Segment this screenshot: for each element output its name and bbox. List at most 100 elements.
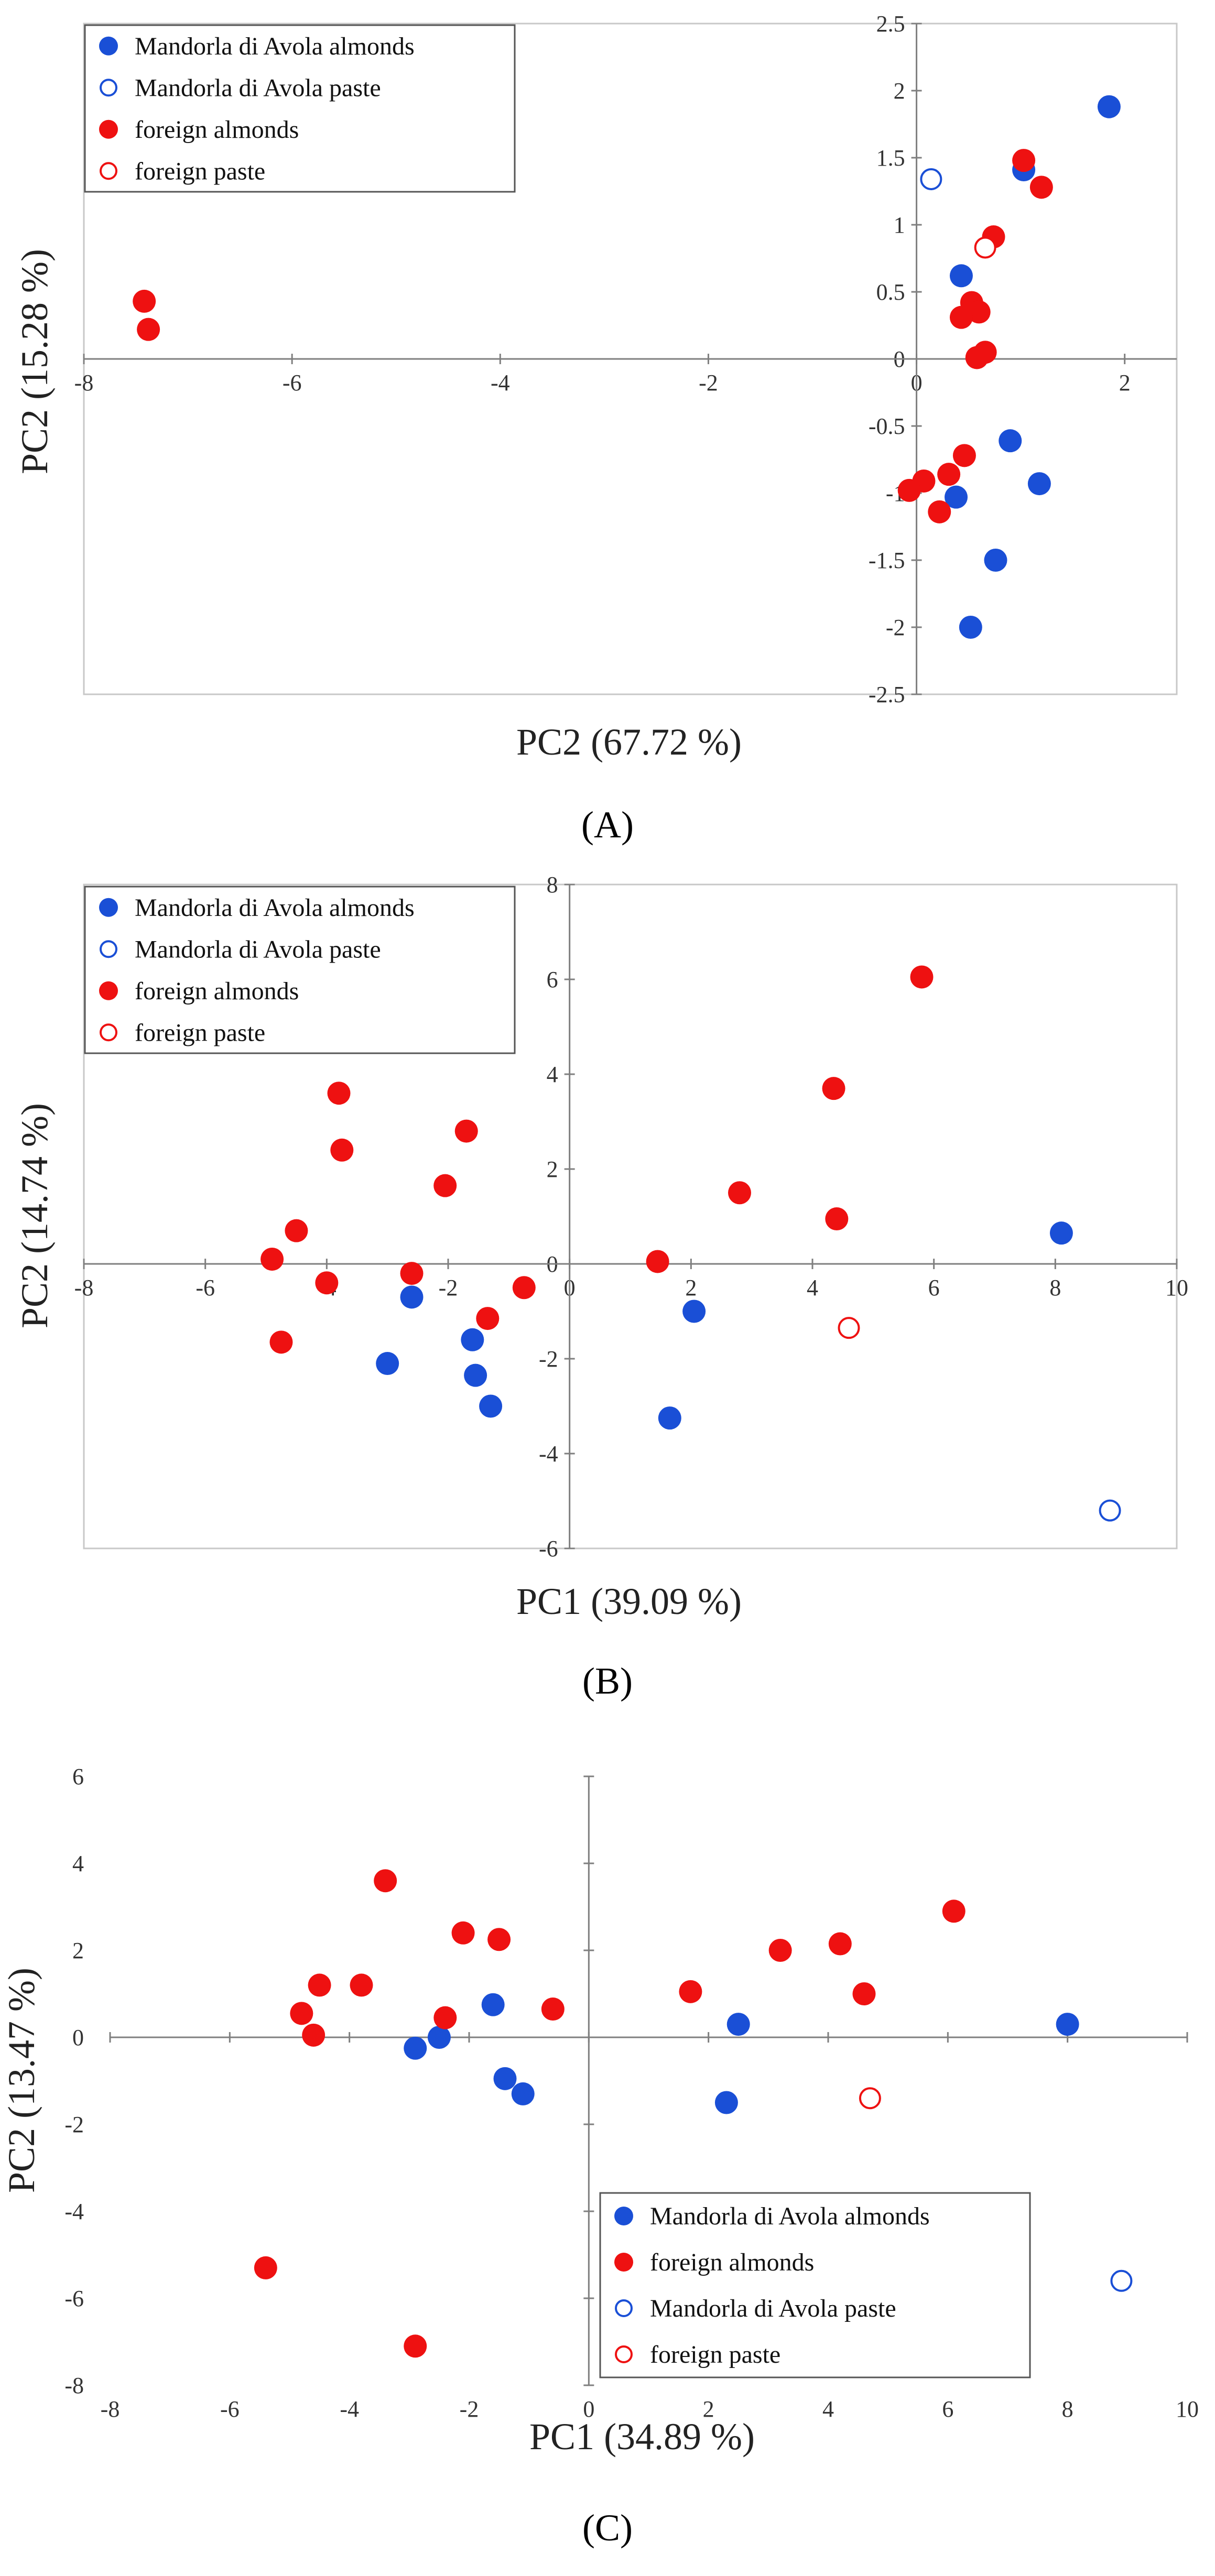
y-tick-label: -4 (64, 2199, 84, 2224)
x-tick-label: 6 (942, 2396, 953, 2422)
data-point-avola-paste (1110, 2269, 1133, 2292)
y-tick-label: 4 (72, 1851, 84, 1876)
x-tick-label: 8 (1062, 2396, 1073, 2422)
x-tick-label: 4 (822, 2396, 834, 2422)
x-tick-label: 6 (928, 1275, 940, 1301)
legend-label: Mandorla di Avola paste (135, 935, 381, 963)
legend-label: Mandorla di Avola paste (650, 2295, 896, 2322)
legend-label: foreign almonds (135, 977, 299, 1005)
data-point-avola-almonds (999, 429, 1022, 453)
y-tick-label: -6 (64, 2286, 84, 2311)
data-point-foreign-almonds (269, 1330, 293, 1354)
panel-a-chart: -8-6-4-202-2.5-2-1.5-1-0.500.511.522.5 M… (14, 11, 1178, 846)
y-tick-label: 1 (894, 212, 905, 238)
data-point-foreign-almonds (937, 463, 961, 486)
panel-c-axes (110, 1776, 1187, 2385)
data-point-foreign-almonds (967, 300, 991, 324)
y-tick-label: 0 (72, 2025, 84, 2050)
panel-c-chart: -8 -6 -4 -2 0 2 4 6 8 10 -8 -6 -4 -2 0 2 4 6 Mandorla di … (1, 1764, 1199, 2549)
data-point-foreign-almonds (302, 2023, 326, 2047)
legend-box (84, 24, 516, 193)
data-point-foreign-almonds (825, 1207, 849, 1231)
y-tick-label: 2 (72, 1938, 84, 1963)
legend-label: foreign almonds (135, 116, 299, 144)
legend-box (599, 2192, 1031, 2378)
legend-marker-avola-paste (100, 940, 117, 958)
data-point-avola-almonds (481, 1993, 505, 2016)
panel-a-x-axis-title: PC2 (67.72 %) (516, 721, 742, 763)
data-point-avola-almonds (714, 2091, 738, 2114)
legend-marker-foreign-paste (615, 2345, 633, 2363)
data-point-foreign-almonds (822, 1077, 845, 1100)
x-tick-label: 10 (1165, 1275, 1188, 1301)
x-tick-label: -6 (283, 370, 302, 396)
data-point-avola-almonds (945, 485, 968, 509)
panel-c-points (254, 1869, 1133, 2358)
data-point-foreign-almonds (290, 2002, 313, 2025)
panel-b-y-axis-title: PC2 (14.74 %) (14, 1103, 56, 1328)
legend-label: Mandorla di Avola almonds (135, 894, 415, 922)
panel-c-legend: Mandorla di Avola almonds foreign almonds… (599, 2192, 1031, 2378)
data-point-foreign-paste (974, 236, 996, 259)
x-tick-label: -8 (74, 1275, 94, 1301)
data-point-foreign-almonds (433, 1174, 457, 1197)
data-point-foreign-almonds (828, 1932, 852, 1956)
data-point-foreign-almonds (897, 478, 921, 502)
data-point-avola-almonds (404, 2036, 427, 2060)
legend-marker-avola-almonds (99, 898, 118, 917)
y-tick-label: -2.5 (869, 682, 905, 707)
data-point-foreign-almonds (327, 1082, 351, 1105)
legend-marker-avola-almonds (99, 36, 118, 56)
data-point-avola-almonds (984, 549, 1007, 572)
x-tick-label: -4 (491, 370, 510, 396)
data-point-foreign-almonds (679, 1980, 702, 2003)
legend-box (84, 886, 516, 1054)
y-tick-label: -2 (539, 1346, 558, 1372)
y-tick-label: -8 (64, 2373, 84, 2398)
data-point-foreign-almonds (1029, 176, 1053, 199)
legend-marker-avola-almonds (614, 2207, 633, 2225)
legend-marker-foreign-paste (100, 1023, 117, 1042)
y-tick-label: -4 (539, 1441, 558, 1467)
panel-c-ticks: -8 -6 -4 -2 0 2 4 6 8 10 -8 -6 -4 -2 0 2 4 6 (64, 1764, 1199, 2422)
x-tick-label: 10 (1176, 2396, 1199, 2422)
data-point-foreign-almonds (1012, 149, 1036, 172)
legend-label: Mandorla di Avola paste (135, 74, 381, 102)
data-point-foreign-almonds (928, 500, 951, 523)
data-point-foreign-almonds (728, 1181, 751, 1205)
data-point-avola-almonds (461, 1328, 484, 1351)
data-point-avola-almonds (493, 2067, 517, 2090)
data-point-foreign-almonds (768, 1939, 792, 1962)
legend-marker-foreign-paste (100, 162, 117, 180)
panel-c-x-axis-title: PC1 (34.89 %) (529, 2416, 755, 2458)
x-tick-label: -8 (101, 2396, 120, 2422)
data-point-avola-almonds (427, 2026, 451, 2049)
legend-label: foreign paste (650, 2341, 780, 2368)
data-point-avola-almonds (511, 2082, 535, 2105)
data-point-foreign-almonds (261, 1247, 284, 1271)
data-point-foreign-almonds (487, 1928, 511, 1951)
data-point-foreign-almonds (254, 2256, 277, 2279)
data-point-foreign-almonds (512, 1276, 536, 1300)
data-point-foreign-paste (838, 1317, 860, 1339)
data-point-foreign-almonds (137, 318, 160, 341)
y-tick-label: 2 (894, 78, 905, 104)
x-tick-label: -8 (74, 370, 94, 396)
y-tick-label: -6 (539, 1536, 558, 1562)
data-point-foreign-almonds (454, 1119, 478, 1143)
y-tick-label: -0.5 (869, 413, 905, 439)
panel-a-points (133, 95, 1121, 639)
x-tick-label: 2 (1119, 370, 1131, 396)
y-tick-label: 4 (547, 1062, 558, 1087)
legend-label: foreign paste (135, 1019, 265, 1046)
data-point-avola-almonds (376, 1352, 399, 1376)
panel-b-label: (B) (582, 1660, 633, 1702)
x-tick-label: -6 (196, 1275, 215, 1301)
panel-c-label: (C) (582, 2507, 633, 2549)
legend-marker-foreign-almonds (99, 119, 118, 139)
data-point-avola-almonds (949, 264, 973, 288)
data-point-foreign-paste (859, 2087, 881, 2110)
data-point-avola-almonds (726, 2013, 750, 2036)
x-tick-label: -2 (699, 370, 718, 396)
legend-label: Mandorla di Avola almonds (650, 2202, 930, 2230)
